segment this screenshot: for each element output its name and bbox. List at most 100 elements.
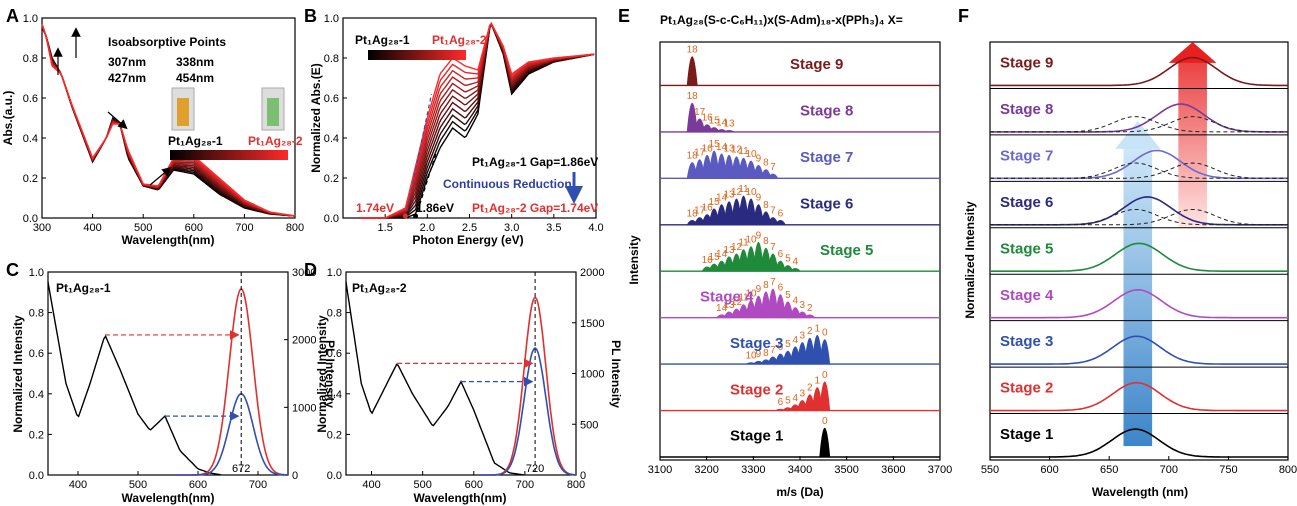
- stage-label: Stage 8: [800, 103, 853, 120]
- panel-a-frame: [41, 17, 296, 219]
- panel-a: A 300 400 500 600 700 800 0.0 0.2 0.4 0.6 0.8 1.0 W…: [1, 6, 304, 247]
- peak-label: 4: [793, 296, 799, 307]
- x-tick-label: 700: [1160, 464, 1178, 476]
- stage-label: Stage 3: [1000, 333, 1053, 350]
- x-tick-label: 400: [83, 222, 101, 234]
- x-tick-label: 800: [1279, 464, 1297, 476]
- ms-peak: [819, 339, 831, 365]
- peak-label: 16: [702, 113, 714, 124]
- y-tick-label: 0.6: [23, 93, 38, 105]
- peak-label: 6: [778, 397, 784, 408]
- x-tick-label: 600: [185, 222, 203, 234]
- ms-peak: [723, 130, 735, 133]
- peak-label: 9: [756, 349, 762, 360]
- peak-label: 12: [731, 145, 743, 156]
- pl-deconvolution-curve: [990, 162, 1288, 179]
- panel-b-legend-2: Pt₁Ag₂₈-2: [432, 33, 487, 47]
- peak-label: 10: [745, 187, 757, 198]
- peak-label: 15: [709, 139, 721, 150]
- panel-e-ylabel: Intensity: [627, 235, 641, 285]
- absorption-curve: [41, 27, 296, 217]
- x-tick-label: 2.5: [462, 222, 477, 234]
- ms-peak: [804, 314, 816, 318]
- arrow-up-3: [149, 166, 172, 186]
- x-tick-label: 700: [249, 479, 267, 491]
- x-tick-label: 800: [567, 479, 585, 491]
- panel-d-curves: 720: [345, 272, 577, 476]
- x-tick-label: 550: [981, 464, 999, 476]
- panel-f-ylabel: Normalized Intensity: [963, 201, 977, 319]
- peak-label: 13: [724, 190, 736, 201]
- panel-letter-f: F: [958, 6, 969, 26]
- x-tick-label: 700: [516, 479, 534, 491]
- peak-label: 2: [807, 326, 813, 337]
- peak-label: 10: [745, 235, 757, 246]
- panel-b-xlabel: Photon Energy (eV): [412, 233, 523, 247]
- x-tick-label: 3500: [834, 464, 858, 476]
- x-tick-label: 3.5: [546, 222, 561, 234]
- peak-label: 11: [738, 238, 749, 249]
- y-right-tick-label: 1500: [580, 318, 604, 330]
- peak-label: 14: [716, 193, 728, 204]
- iso-point-2: 338nm: [176, 55, 214, 69]
- panel-f-xlabel: Wavelength (nm): [1092, 485, 1188, 499]
- panel-b-gap-2: Pt₁Ag₂₈-2 Gap=1.74eV: [472, 201, 598, 215]
- x-tick-label: 600: [465, 479, 483, 491]
- peak-label: 7: [770, 345, 776, 356]
- absorption-curve: [41, 24, 296, 217]
- peak-label: 8: [763, 236, 769, 247]
- peak-label: 5: [785, 290, 791, 301]
- absorption-curve: [41, 27, 296, 217]
- panel-a-legend-2: Pt₁Ag₂₈-2: [248, 134, 303, 148]
- peak-label: 14: [716, 249, 728, 260]
- iso-point-3: 427nm: [108, 71, 146, 85]
- x-tick-label: 600: [189, 479, 207, 491]
- y-tick-label: 0.8: [327, 308, 342, 320]
- absorption-curve: [41, 24, 296, 217]
- peak-label: 7: [770, 277, 776, 288]
- x-tick-label: 650: [1100, 464, 1118, 476]
- panel-b-marker-174: 1.74eV: [356, 201, 394, 215]
- panel-b-ylabel: Normalized Abs.(E): [309, 63, 323, 173]
- x-tick-label: 1.5: [378, 222, 393, 234]
- x-tick-label: 3700: [928, 464, 952, 476]
- panel-b-ticks: 1.5 2.0 2.5 3.0 3.5 4.0 0.0 0.2 0.4 0.6 0.8 1.0: [324, 13, 604, 234]
- peak-label: 18: [687, 150, 699, 161]
- peak-label: 2: [807, 383, 813, 394]
- panel-letter-d: D: [304, 260, 317, 280]
- peak-label: 10: [745, 288, 757, 299]
- x-tick-label: 800: [286, 222, 304, 234]
- panel-f-stages: Stage 9 Stage 8 Stage 7 Stage 6 Stage 5 Stage…: [990, 42, 1288, 461]
- panel-a-colorbar: [170, 150, 288, 160]
- y-tick-label: 1.0: [29, 267, 44, 279]
- peak-label: 6: [778, 208, 784, 219]
- x-tick-label: 750: [1219, 464, 1237, 476]
- peak-label: 3: [800, 300, 806, 311]
- peak-label: 3: [800, 331, 806, 342]
- peak-label: 11: [738, 184, 749, 195]
- stage-label: Stage 9: [790, 56, 843, 73]
- normalized-absorption-curve: [359, 22, 595, 219]
- onset-line-2: [404, 93, 433, 219]
- pl-stage-curve: [990, 242, 1288, 272]
- stage-label: Stage 6: [1000, 194, 1053, 211]
- y-right-tick-label: 1000: [292, 402, 316, 414]
- x-tick-label: 3400: [788, 464, 812, 476]
- pl-stage-curve: [990, 288, 1288, 319]
- stage-label: Stage 3: [730, 335, 783, 352]
- y-right-tick-label: 0: [580, 470, 586, 482]
- onset-point-1: [413, 213, 419, 219]
- peak-label: 7: [770, 206, 776, 217]
- panel-a-ylabel: Abs.(a.u.): [1, 91, 15, 146]
- peak-label: 3: [800, 388, 806, 399]
- peak-label: 14: [716, 303, 728, 314]
- ms-peak: [686, 56, 698, 86]
- peak-label: 0: [822, 416, 828, 427]
- arrow-down-1: [107, 111, 128, 130]
- x-tick-label: 400: [69, 479, 87, 491]
- peak-label: 13: [724, 300, 736, 311]
- stage-label: Stage 1: [1000, 426, 1053, 443]
- panel-d-ticks: 400 500 600 700 800 0.0 0.2 0.4 0.6 0.8 1.0 0 500 100…: [327, 267, 605, 491]
